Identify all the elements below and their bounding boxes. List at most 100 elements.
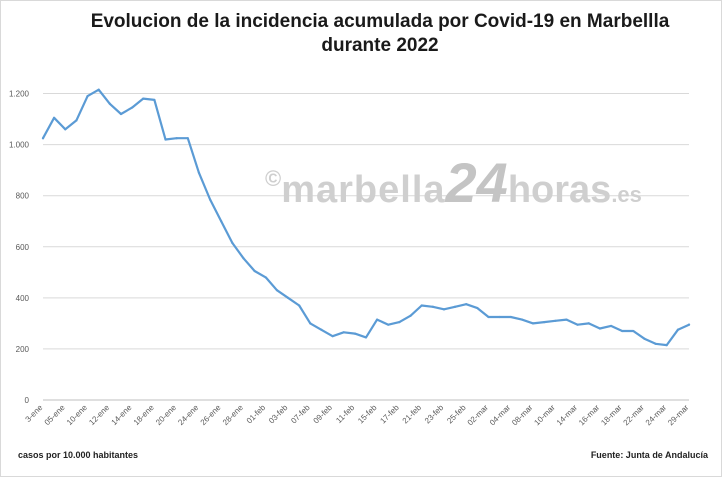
footer-source: Fuente: Junta de Andalucía xyxy=(590,450,708,460)
x-tick-label: 10-ene xyxy=(65,403,89,427)
data-point xyxy=(687,323,691,326)
x-tick-label: 05-ene xyxy=(43,403,67,427)
data-point xyxy=(108,102,111,105)
data-point xyxy=(565,318,568,321)
data-point xyxy=(498,315,501,319)
y-tick-label: 1.000 xyxy=(9,141,30,150)
data-point xyxy=(41,137,45,140)
x-tick-label: 23-feb xyxy=(423,403,446,426)
data-point xyxy=(86,94,89,98)
data-point xyxy=(476,306,479,310)
x-tick-label: 03-feb xyxy=(267,403,290,426)
footer-units: casos por 10.000 habitantes xyxy=(18,450,139,460)
data-point xyxy=(554,319,557,322)
data-point xyxy=(387,323,390,326)
data-point xyxy=(64,128,67,131)
x-tick-label: 22-mar xyxy=(622,403,647,428)
data-point xyxy=(621,329,624,333)
data-point xyxy=(175,137,178,140)
y-tick-label: 1.200 xyxy=(9,90,30,99)
data-point xyxy=(153,98,156,102)
chart-title-line1: Evolucion de la incidencia acumulada por… xyxy=(90,11,670,32)
data-point xyxy=(298,304,301,307)
data-point xyxy=(531,322,535,325)
data-point xyxy=(320,328,323,331)
x-tick-label: 11-feb xyxy=(334,403,356,425)
x-tick-label: 15-feb xyxy=(356,403,379,426)
data-point xyxy=(253,269,256,273)
data-point xyxy=(509,315,512,319)
x-tick-label: 25-feb xyxy=(445,403,468,426)
y-tick-label: 600 xyxy=(16,243,30,252)
x-tick-label: 09-feb xyxy=(312,403,335,426)
chart-title: Evolucion de la incidencia acumulada por… xyxy=(60,10,700,58)
data-point xyxy=(309,322,312,325)
x-tick-label: 16-mar xyxy=(577,403,602,428)
data-point xyxy=(454,305,457,308)
x-tick-label: 04-mar xyxy=(488,403,513,428)
data-point xyxy=(286,296,290,299)
data-point xyxy=(353,332,356,335)
data-point xyxy=(409,314,412,317)
data-point xyxy=(208,198,212,201)
data-point xyxy=(587,322,590,325)
data-point xyxy=(487,315,490,319)
data-point xyxy=(598,327,601,330)
x-tick-label: 28-ene xyxy=(221,403,245,427)
x-tick-label: 12-ene xyxy=(87,403,111,427)
data-point xyxy=(520,318,524,321)
x-tick-label: 14-ene xyxy=(110,403,134,427)
data-point xyxy=(75,119,78,122)
data-point xyxy=(119,112,123,116)
x-tick-label: 24-ene xyxy=(176,403,200,427)
data-point xyxy=(543,321,546,324)
x-tick-label: 17-feb xyxy=(378,403,401,426)
data-point xyxy=(220,220,223,223)
x-tick-label: 10-mar xyxy=(532,403,557,428)
x-tick-label: 02-mar xyxy=(466,403,491,428)
data-point xyxy=(164,138,167,141)
data-point xyxy=(376,318,379,321)
x-tick-label: 21-feb xyxy=(401,403,424,426)
y-tick-label: 800 xyxy=(16,192,30,201)
x-tick-label: 20-ene xyxy=(154,403,178,427)
data-point xyxy=(442,308,446,311)
x-tick-label: 08-mar xyxy=(510,403,535,428)
data-point xyxy=(53,116,56,119)
x-tick-label: 01-feb xyxy=(245,403,268,426)
y-tick-label: 200 xyxy=(16,345,30,354)
data-point xyxy=(364,336,368,339)
x-tick-label: 26-ene xyxy=(199,403,223,427)
data-point xyxy=(197,171,201,174)
data-point xyxy=(609,324,613,328)
data-point xyxy=(331,335,334,338)
x-tick-label: 14-mar xyxy=(555,403,580,428)
y-tick-label: 0 xyxy=(25,396,30,405)
x-tick-label: 29-mar xyxy=(666,403,691,428)
data-point xyxy=(665,343,668,347)
data-point xyxy=(465,303,468,306)
data-point xyxy=(654,342,657,345)
x-tick-label: 18-ene xyxy=(132,403,156,427)
data-point xyxy=(142,97,145,100)
x-tick-label: 07-feb xyxy=(289,403,312,426)
chart-title-line2: durante 2022 xyxy=(321,35,439,56)
data-point xyxy=(632,329,635,333)
data-point xyxy=(676,328,679,331)
data-point xyxy=(275,289,278,292)
data-point xyxy=(643,337,646,340)
data-point xyxy=(242,257,245,260)
data-point xyxy=(264,276,267,279)
data-point xyxy=(97,88,100,91)
data-point xyxy=(420,304,423,307)
data-point xyxy=(131,106,134,109)
data-point xyxy=(431,305,434,308)
series-line xyxy=(41,88,691,347)
data-point xyxy=(398,321,401,324)
x-tick-label: 18-mar xyxy=(599,403,624,428)
data-point xyxy=(576,323,579,326)
y-tick-label: 400 xyxy=(16,294,30,303)
data-point xyxy=(342,331,345,334)
